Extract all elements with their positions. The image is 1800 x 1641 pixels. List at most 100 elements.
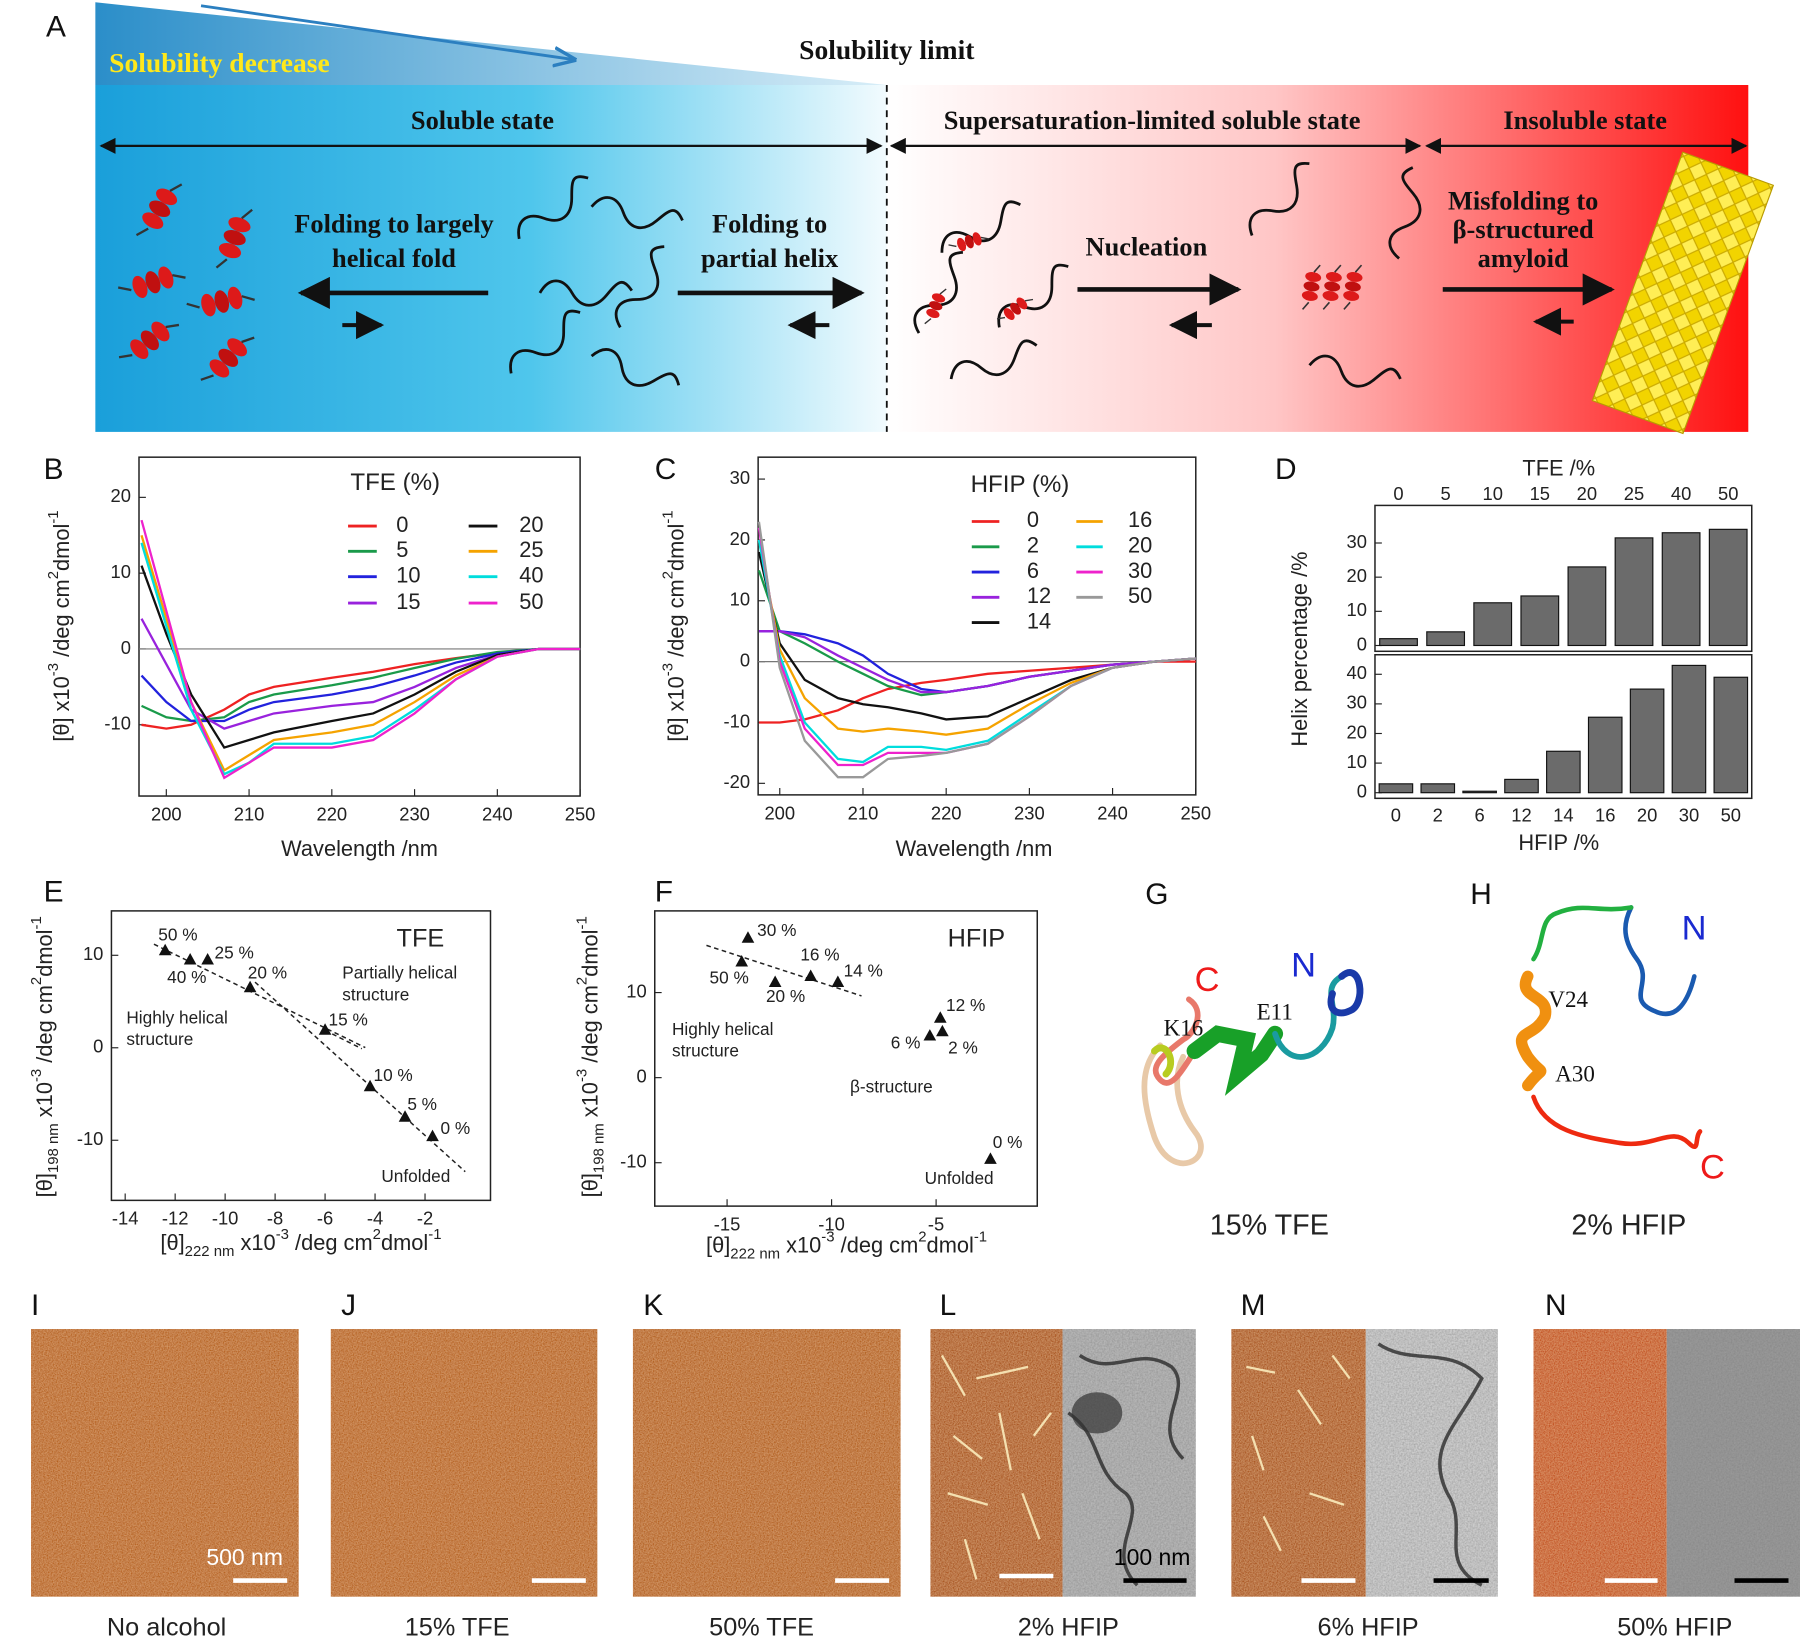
category-label: 40	[1671, 483, 1691, 504]
y-tick-label: 30	[730, 467, 750, 488]
residue-label: A30	[1555, 1062, 1595, 1087]
data-point	[426, 1129, 439, 1142]
bar	[1661, 532, 1701, 647]
x-axis-label-part: 2	[918, 1229, 926, 1246]
x-axis-label: HFIP /%	[1518, 830, 1599, 855]
x-axis-label-part: -1	[974, 1229, 987, 1246]
spectrum-line	[758, 630, 1196, 694]
x-axis-label-part: 222 nm	[730, 1246, 780, 1263]
legend-label: 25	[519, 537, 543, 562]
micrograph-caption: 50% TFE	[709, 1613, 814, 1641]
data-point	[933, 1011, 947, 1023]
y-axis-label-part: 198 nm	[591, 1123, 608, 1173]
x-tick-label: -15	[714, 1213, 741, 1234]
y-axis-label-part: -3	[46, 663, 63, 676]
legend-label: 20	[1128, 533, 1152, 558]
afm-image	[1231, 1329, 1366, 1597]
y-axis-label-part: -3	[660, 663, 677, 676]
tem-aggregate	[1071, 1392, 1123, 1434]
panel-label: M	[1241, 1289, 1266, 1322]
tem-image	[1666, 1329, 1800, 1597]
point-label: 16 %	[800, 944, 839, 964]
y-axis-label-part: [θ] x10	[49, 676, 74, 741]
annotation: structure	[672, 1041, 739, 1061]
legend-title: TFE (%)	[350, 469, 440, 496]
y-tick-label: -10	[104, 713, 131, 734]
annotation: HFIP	[948, 924, 1006, 952]
legend-title: HFIP (%)	[971, 471, 1070, 498]
x-tick-label: 200	[151, 803, 182, 824]
y-tick-label: 30	[1347, 692, 1367, 713]
y-tick-label: 0	[1357, 633, 1367, 654]
data-point	[398, 1110, 412, 1122]
category-label: 50	[1718, 483, 1738, 504]
y-axis-label-part: /deg cm	[32, 985, 57, 1069]
terminus-label: C	[1195, 961, 1220, 999]
structure-caption: 15% TFE	[1210, 1209, 1329, 1241]
y-axis-label-part: -1	[28, 916, 45, 929]
category-label: 5	[1441, 483, 1451, 504]
legend-label: 14	[1027, 608, 1051, 633]
legend-label: 30	[1128, 558, 1152, 583]
y-axis-label-part: [θ]	[577, 1173, 602, 1197]
bar	[1378, 783, 1414, 794]
y-tick-label: 40	[1347, 662, 1367, 683]
point-label: 50 %	[158, 924, 197, 944]
panel-label: N	[1545, 1289, 1567, 1322]
bar	[1520, 595, 1560, 647]
bar	[1671, 664, 1707, 794]
step-label: Folding to	[712, 208, 827, 238]
point-label: 12 %	[946, 995, 985, 1015]
panel-label: K	[643, 1289, 663, 1322]
y-tick-label: 0	[740, 649, 750, 670]
state-label: Insoluble state	[1503, 105, 1667, 135]
annotation: structure	[342, 984, 409, 1004]
panel-label: D	[1275, 453, 1297, 486]
y-axis-label-part: [θ]	[32, 1173, 57, 1197]
x-axis-label-part: -1	[428, 1226, 441, 1243]
annotation: β-structure	[850, 1076, 933, 1096]
micrograph-caption: 6% HFIP	[1318, 1613, 1419, 1641]
x-axis-label-part: [θ]	[160, 1230, 184, 1255]
x-axis-label-part: [θ]	[706, 1232, 730, 1257]
data-point	[158, 943, 172, 956]
amyloid-fibril	[1591, 151, 1775, 435]
annotation: Unfolded	[381, 1166, 450, 1186]
y-tick-label: -20	[724, 771, 751, 792]
data-point	[243, 980, 257, 993]
trend-arrow	[200, 4, 574, 60]
step-label: amyloid	[1478, 243, 1569, 273]
y-tick-label: 10	[1347, 599, 1367, 620]
y-axis-label-part: dmol	[663, 524, 688, 571]
y-axis-label-part: 2	[574, 977, 591, 985]
category-label: 2	[1433, 805, 1443, 826]
category-label: 16	[1595, 805, 1615, 826]
y-tick-label: -10	[77, 1128, 104, 1149]
plot-frame	[110, 910, 492, 1202]
afm-image	[330, 1329, 598, 1597]
bar	[1462, 790, 1497, 794]
micrograph-caption: 50% HFIP	[1617, 1613, 1732, 1641]
legend-label: 15	[396, 589, 420, 614]
x-tick-label: 210	[848, 802, 879, 823]
bar	[1708, 528, 1748, 647]
x-tick-label: 210	[234, 803, 265, 824]
y-axis-label-part: x10	[32, 1082, 57, 1123]
x-axis-label: Wavelength /nm	[896, 836, 1053, 861]
x-axis-label-part: dmol	[381, 1230, 428, 1255]
annotation: Highly helical	[126, 1007, 227, 1027]
legend-label: 10	[396, 562, 420, 587]
panel-label: H	[1470, 878, 1492, 911]
backbone	[1623, 905, 1697, 1017]
backbone	[1531, 1094, 1703, 1150]
point-label: 40 %	[167, 967, 206, 987]
y-tick-label: 0	[636, 1066, 646, 1087]
x-tick-label: -4	[367, 1208, 383, 1229]
category-label: 20	[1577, 483, 1597, 504]
category-label: 6	[1475, 805, 1485, 826]
x-tick-label: 250	[565, 803, 596, 824]
y-axis-label-part: dmol	[32, 930, 57, 977]
structure-caption: 2% HFIP	[1571, 1209, 1686, 1241]
helix-ribbon	[1515, 970, 1552, 1092]
solubility-decrease: Solubility decrease	[109, 47, 330, 78]
